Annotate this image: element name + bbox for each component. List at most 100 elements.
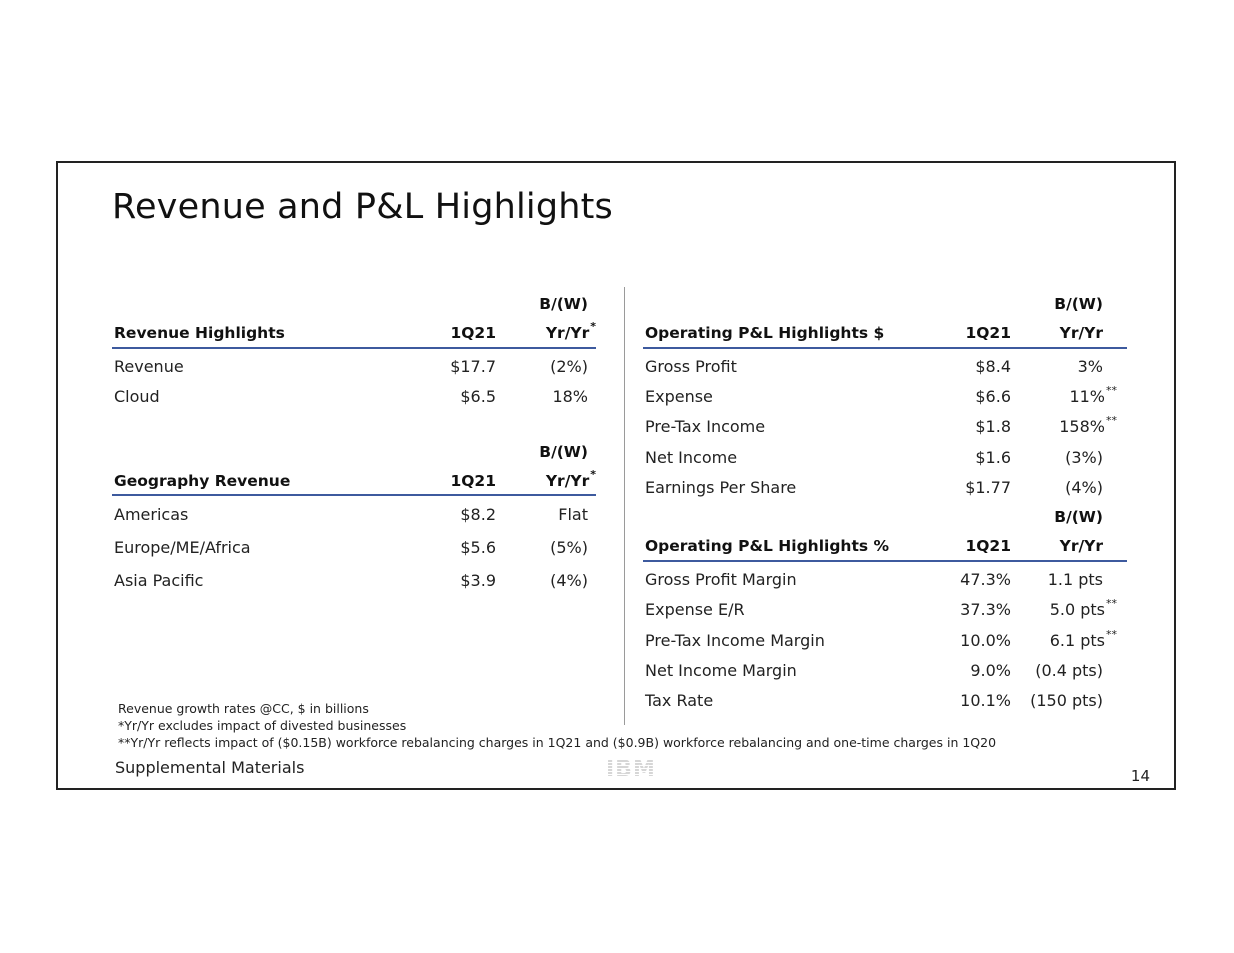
supplemental-materials-label: Supplemental Materials [115, 758, 305, 777]
double-asterisk-mark: ** [1106, 413, 1117, 427]
change-header-top: B/(W) [1054, 508, 1103, 526]
row-label: Expense [645, 387, 713, 406]
row-change: 3% [1078, 357, 1103, 376]
row-value: 47.3% [960, 570, 1011, 589]
change-value: 6.1 pts [1049, 631, 1105, 650]
row-label: Asia Pacific [114, 571, 204, 590]
row-value: $8.2 [460, 505, 496, 524]
row-value: 10.0% [960, 631, 1011, 650]
change-value: 5.0 pts [1049, 600, 1105, 619]
row-label: Earnings Per Share [645, 478, 797, 497]
row-label: Gross Profit Margin [645, 570, 797, 589]
row-change: (4%) [1065, 478, 1103, 497]
change-value: (0.4 pts) [1035, 661, 1103, 680]
ibm-logo: IBM [606, 757, 656, 782]
slide-title: Revenue and P&L Highlights [112, 187, 613, 227]
change-header: Yr/Yr* [545, 469, 596, 490]
row-label: Net Income Margin [645, 661, 797, 680]
table-header: B/(W) Geography Revenue 1Q21 Yr/Yr* [112, 439, 596, 499]
row-value: $1.77 [965, 478, 1011, 497]
row-label: Net Income [645, 448, 738, 467]
period-header: 1Q21 [965, 537, 1011, 555]
slide: Revenue and P&L Highlights B/(W) Revenue… [56, 161, 1176, 790]
row-label: Europe/ME/Africa [114, 538, 251, 557]
table-header: B/(W) Operating P&L Highlights $ 1Q21 Yr… [643, 291, 1127, 351]
row-value: 9.0% [970, 661, 1011, 680]
row-change: Flat [558, 505, 588, 524]
change-value: (4%) [1065, 478, 1103, 497]
row-label: Gross Profit [645, 357, 737, 376]
row-value: $6.5 [460, 387, 496, 406]
row-value: $3.9 [460, 571, 496, 590]
double-asterisk-mark: ** [1106, 627, 1117, 641]
table-header: B/(W) Revenue Highlights 1Q21 Yr/Yr* [112, 291, 596, 351]
period-header: 1Q21 [450, 472, 496, 490]
name-header: Operating P&L Highlights % [645, 537, 890, 555]
page-number: 14 [1130, 767, 1150, 785]
name-header: Operating P&L Highlights $ [645, 324, 885, 342]
row-change: (150 pts) [1030, 691, 1103, 710]
change-header-top: B/(W) [1054, 295, 1103, 313]
change-header-top: B/(W) [539, 443, 588, 461]
footnote-workforce: **Yr/Yr reflects impact of ($0.15B) work… [118, 735, 997, 750]
change-header: Yr/Yr [1059, 537, 1103, 555]
asterisk-mark: * [590, 467, 596, 481]
header-rule [643, 560, 1127, 562]
change-value: 3% [1077, 357, 1103, 376]
row-value: $1.6 [975, 448, 1011, 467]
period-header: 1Q21 [965, 324, 1011, 342]
row-value: $17.7 [450, 357, 496, 376]
change-value: 1.1 pts [1047, 570, 1103, 589]
change-header: Yr/Yr [1059, 324, 1103, 342]
row-change: (3%) [1065, 448, 1103, 467]
row-change: (4%) [550, 571, 588, 590]
row-value: $5.6 [460, 538, 496, 557]
row-change: 1.1 pts [1048, 570, 1103, 589]
revenue-highlights-table: B/(W) Revenue Highlights 1Q21 Yr/Yr* Rev… [112, 291, 596, 411]
row-change: 6.1 pts** [1049, 627, 1117, 650]
row-change: 158%** [1059, 413, 1117, 436]
row-label: Cloud [114, 387, 160, 406]
asterisk-mark: * [590, 319, 596, 333]
row-change: 5.0 pts** [1049, 596, 1117, 619]
row-value: $6.6 [975, 387, 1011, 406]
double-asterisk-mark: ** [1106, 383, 1117, 397]
row-label: Tax Rate [645, 691, 714, 710]
change-value: 11% [1069, 387, 1105, 406]
footnote-divested: *Yr/Yr excludes impact of divested busin… [118, 718, 407, 733]
header-rule [643, 347, 1127, 349]
period-header: 1Q21 [450, 324, 496, 342]
operating-pl-percent-table: B/(W) Operating P&L Highlights % 1Q21 Yr… [643, 504, 1127, 724]
operating-pl-dollar-table: B/(W) Operating P&L Highlights $ 1Q21 Yr… [643, 291, 1127, 511]
row-value: 10.1% [960, 691, 1011, 710]
row-label: Expense E/R [645, 600, 745, 619]
footnote-growth-rates: Revenue growth rates @CC, $ in billions [118, 701, 369, 716]
row-change: (2%) [550, 357, 588, 376]
column-divider [624, 287, 625, 725]
change-header-top: B/(W) [539, 295, 588, 313]
name-header: Revenue Highlights [114, 324, 285, 342]
change-header-label: Yr/Yr [545, 324, 590, 342]
row-label: Americas [114, 505, 189, 524]
double-asterisk-mark: ** [1106, 596, 1117, 610]
row-change: (0.4 pts) [1035, 661, 1103, 680]
row-change: 18% [552, 387, 588, 406]
row-label: Revenue [114, 357, 184, 376]
name-header: Geography Revenue [114, 472, 291, 490]
change-value: (3%) [1065, 448, 1103, 467]
row-value: $8.4 [975, 357, 1011, 376]
change-header-label: Yr/Yr [545, 472, 590, 490]
row-value: 37.3% [960, 600, 1011, 619]
change-header: Yr/Yr* [545, 321, 596, 342]
geography-revenue-table: B/(W) Geography Revenue 1Q21 Yr/Yr* Amer… [112, 439, 596, 599]
table-header: B/(W) Operating P&L Highlights % 1Q21 Yr… [643, 504, 1127, 564]
row-change: (5%) [550, 538, 588, 557]
change-value: (150 pts) [1030, 691, 1103, 710]
row-label: Pre-Tax Income Margin [645, 631, 825, 650]
header-rule [112, 494, 596, 496]
change-value: 158% [1059, 417, 1105, 436]
row-change: 11%** [1069, 383, 1117, 406]
row-label: Pre-Tax Income [645, 417, 766, 436]
row-value: $1.8 [975, 417, 1011, 436]
header-rule [112, 347, 596, 349]
